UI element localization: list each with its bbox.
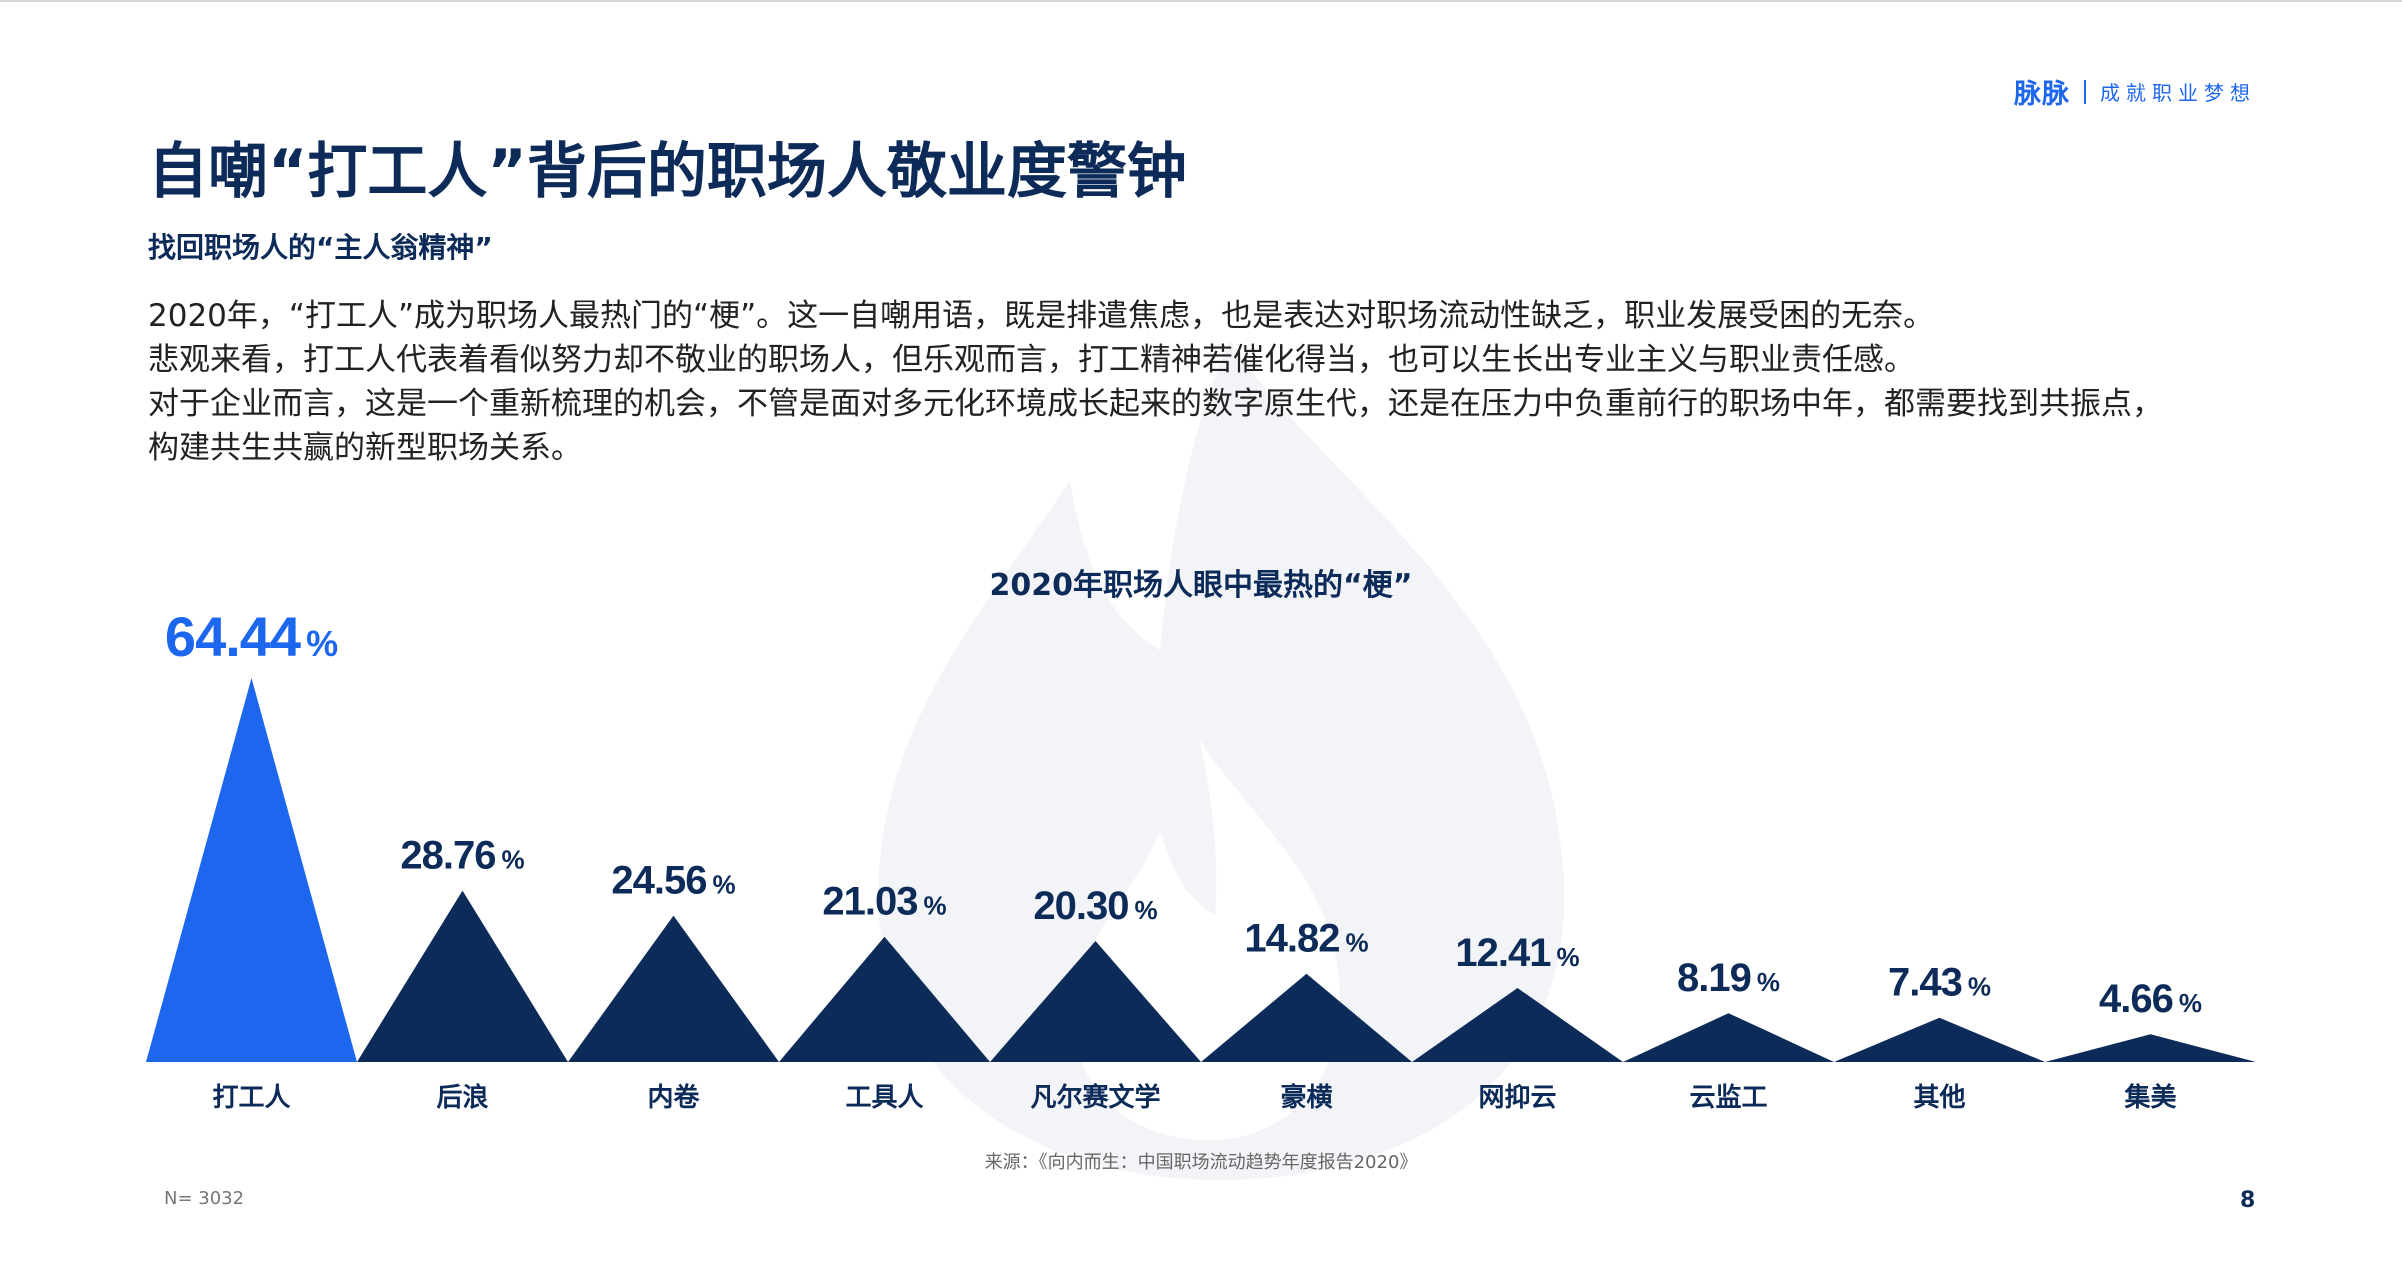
brand-slogan: 成就职业梦想 (2100, 81, 2256, 105)
value-label: 12.41% (1455, 931, 1579, 975)
chart-bar (1623, 1013, 1834, 1062)
brand-logo: 脉脉 (2014, 79, 2070, 110)
chart-bar (1834, 1017, 2045, 1062)
category-label: 工具人 (845, 1083, 923, 1113)
category-label: 后浪 (436, 1082, 488, 1113)
value-label: 20.30% (1033, 884, 1157, 928)
category-label: 网抑云 (1478, 1083, 1556, 1113)
value-label: 14.82% (1244, 917, 1368, 961)
value-label: 4.66% (2099, 977, 2202, 1021)
intro-line: 2020年，“打工人”成为职场人最热门的“梗”。这一自嘲用语，既是排遣焦虑，也是… (148, 298, 1935, 334)
page-subtitle: 找回职场人的“主人翁精神” (148, 231, 493, 264)
chart-title: 2020年职场人眼中最热的“梗” (989, 568, 1413, 603)
category-label: 豪横 (1280, 1082, 1332, 1113)
value-label: 21.03% (822, 880, 946, 924)
chart-bar (2045, 1034, 2256, 1062)
chart-bar (990, 941, 1201, 1062)
category-label: 云监工 (1689, 1083, 1767, 1113)
chart-bar (1412, 988, 1623, 1062)
intro-line: 悲观来看，打工人代表着看似努力却不敬业的职场人，但乐观而言，打工精神若催化得当，… (148, 342, 1915, 378)
category-label: 集美 (2123, 1082, 2176, 1113)
brand-divider (2084, 79, 2086, 104)
category-label: 内卷 (647, 1083, 700, 1113)
value-label: 8.19% (1677, 956, 1780, 1000)
chart-bar (146, 678, 357, 1062)
value-label: 7.43% (1888, 961, 1991, 1005)
intro-line: 对于企业而言，这是一个重新梳理的机会，不管是面对多元化环境成长起来的数字原生代，… (148, 386, 2163, 422)
flame-watermark-outer (878, 340, 1565, 1180)
category-label: 其他 (1913, 1083, 1965, 1113)
chart-bar (568, 915, 779, 1062)
top-rule (0, 0, 2402, 2)
category-label: 凡尔赛文学 (1030, 1082, 1160, 1113)
intro-line: 构建共生共赢的新型职场关系。 (148, 430, 582, 466)
category-label: 打工人 (212, 1083, 290, 1113)
brand-header: 脉脉 成就职业梦想 (2014, 72, 2256, 111)
sample-size: N= 3032 (164, 1188, 245, 1209)
page-number: 8 (2240, 1188, 2256, 1213)
value-label: 24.56% (611, 859, 735, 903)
value-label: 28.76% (400, 834, 524, 878)
source-note: 来源：《向内而生：中国职场流动趋势年度报告2020》 (984, 1152, 1418, 1173)
page-title: 自嘲“打工人”背后的职场人敬业度警钟 (148, 137, 1187, 207)
chart-bar (779, 936, 990, 1062)
chart-bar (357, 890, 568, 1062)
intro-paragraph: 2020年，“打工人”成为职场人最热门的“梗”。这一自嘲用语，既是排遣焦虑，也是… (148, 294, 2268, 470)
chart-bar (1201, 973, 1412, 1062)
value-label: 64.44% (165, 605, 338, 668)
